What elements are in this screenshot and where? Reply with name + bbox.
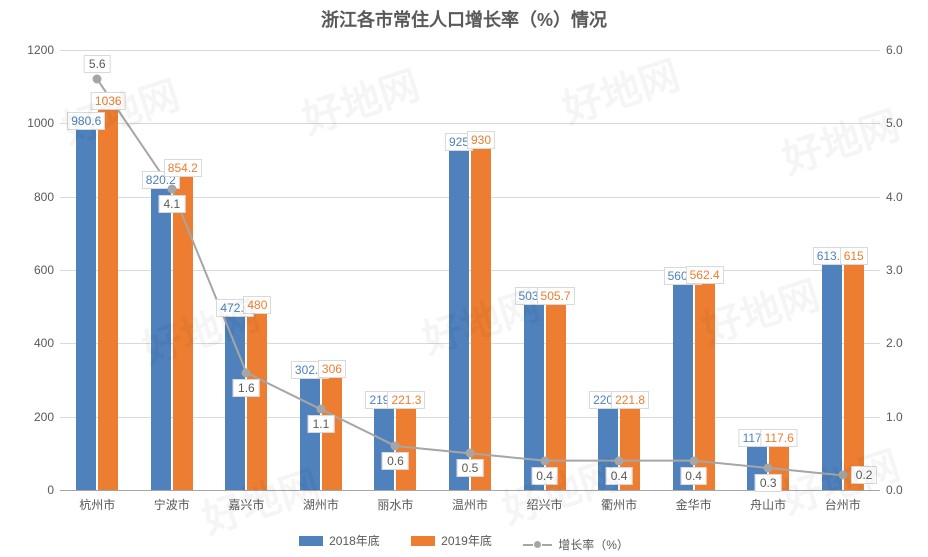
category-label: 舟山市 xyxy=(750,496,786,513)
legend-label-line: 增长率（%） xyxy=(558,536,629,553)
y-left-tick-label: 1200 xyxy=(14,43,54,57)
category-label: 衢州市 xyxy=(601,496,637,513)
y-left-tick-label: 800 xyxy=(14,190,54,204)
y-left-tick-label: 1000 xyxy=(14,116,54,130)
legend-line-icon xyxy=(523,541,552,548)
category-column: 金华市 xyxy=(656,50,731,490)
legend-label-series1: 2018年底 xyxy=(329,532,380,549)
legend-label-series2: 2019年底 xyxy=(441,532,492,549)
y-right-tick-label: 5.0 xyxy=(886,116,926,130)
legend: 2018年底 2019年底 增长率（%） xyxy=(0,532,928,553)
y-right-tick-label: 4.0 xyxy=(886,190,926,204)
legend-item-series1: 2018年底 xyxy=(299,532,380,549)
category-labels-layer: 杭州市宁波市嘉兴市湖州市丽水市温州市绍兴市衢州市金华市舟山市台州市 xyxy=(60,50,880,490)
category-label: 丽水市 xyxy=(377,496,413,513)
category-label: 金华市 xyxy=(676,496,712,513)
category-label: 台州市 xyxy=(825,496,861,513)
category-label: 嘉兴市 xyxy=(228,496,264,513)
y-right-tick-label: 2.0 xyxy=(886,336,926,350)
category-label: 宁波市 xyxy=(154,496,190,513)
category-column: 丽水市 xyxy=(358,50,433,490)
y-right-tick-label: 6.0 xyxy=(886,43,926,57)
category-column: 湖州市 xyxy=(284,50,359,490)
y-left-tick-label: 200 xyxy=(14,410,54,424)
category-column: 温州市 xyxy=(433,50,508,490)
category-label: 温州市 xyxy=(452,496,488,513)
y-right-tick-label: 3.0 xyxy=(886,263,926,277)
y-right-tick-label: 1.0 xyxy=(886,410,926,424)
category-column: 舟山市 xyxy=(731,50,806,490)
plot-area: 0200400600800100012000.01.02.03.04.05.06… xyxy=(60,50,880,490)
y-right-tick-label: 0.0 xyxy=(886,483,926,497)
legend-swatch-series1 xyxy=(299,536,323,546)
category-column: 台州市 xyxy=(805,50,880,490)
y-left-tick-label: 0 xyxy=(14,483,54,497)
category-column: 衢州市 xyxy=(582,50,657,490)
category-label: 湖州市 xyxy=(303,496,339,513)
chart-container: 浙江各市常住人口增长率（%）情况 0200400600800100012000.… xyxy=(0,0,928,557)
category-label: 杭州市 xyxy=(79,496,115,513)
legend-swatch-series2 xyxy=(411,536,435,546)
category-label: 绍兴市 xyxy=(527,496,563,513)
y-left-tick-label: 600 xyxy=(14,263,54,277)
category-column: 嘉兴市 xyxy=(209,50,284,490)
chart-title: 浙江各市常住人口增长率（%）情况 xyxy=(0,6,928,32)
category-column: 杭州市 xyxy=(60,50,135,490)
y-left-tick-label: 400 xyxy=(14,336,54,350)
category-column: 宁波市 xyxy=(135,50,210,490)
legend-item-series2: 2019年底 xyxy=(411,532,492,549)
category-column: 绍兴市 xyxy=(507,50,582,490)
legend-item-line: 增长率（%） xyxy=(523,536,629,553)
